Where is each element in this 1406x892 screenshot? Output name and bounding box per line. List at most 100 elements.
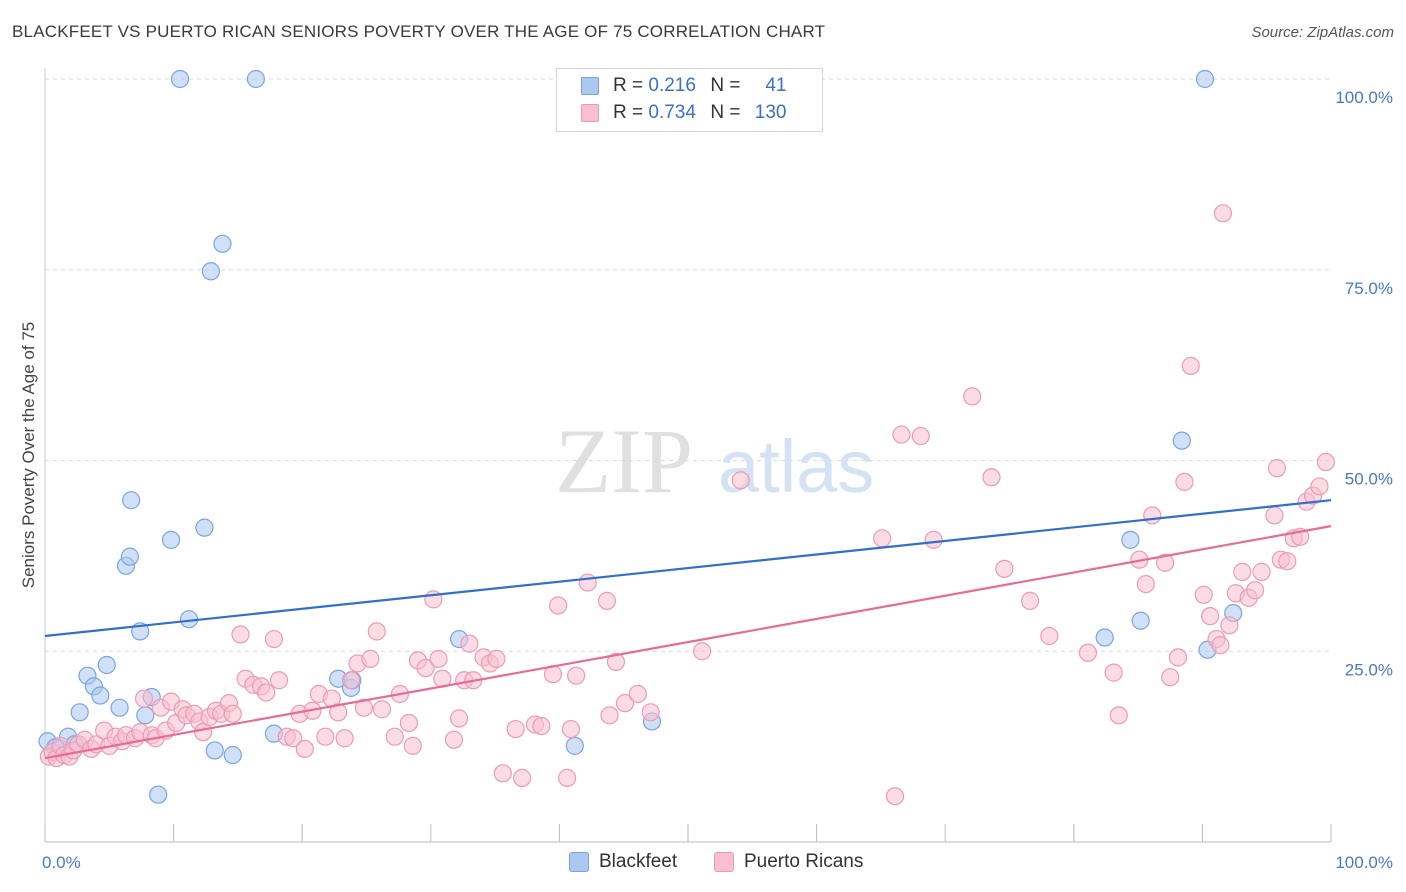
puerto-rican-point — [1211, 636, 1230, 655]
puerto-rican-point — [231, 625, 250, 644]
puerto-rican-point — [600, 706, 619, 725]
puerto-rican-point — [257, 683, 276, 702]
puerto-rican-point — [444, 730, 464, 749]
puerto-rican-point — [1175, 472, 1194, 491]
blackfeet-point — [120, 547, 139, 566]
source-label: Source: ZipAtlas.com — [1251, 24, 1394, 41]
puerto-rican-point — [449, 709, 469, 728]
puerto-rican-point — [892, 425, 911, 444]
puerto-rican-point — [641, 703, 660, 722]
puerto-rican-point — [341, 671, 361, 690]
puerto-rican-point — [385, 727, 404, 746]
puerto-rican-point — [223, 704, 242, 723]
puerto-rican-point — [487, 649, 506, 668]
puerto-rican-point — [1267, 459, 1287, 478]
puerto-rican-point — [1040, 626, 1059, 646]
y-tick-label: 100.0% — [1335, 88, 1393, 107]
y-tick-label: 75.0% — [1345, 279, 1393, 298]
blackfeet-point — [91, 686, 110, 705]
puerto-rican-point — [561, 719, 581, 739]
puerto-rican-point — [1020, 591, 1040, 610]
legend-label-puerto-ricans: Puerto Ricans — [744, 851, 864, 872]
puerto-rican-point — [1168, 648, 1188, 667]
puerto-rican-point — [1104, 663, 1123, 682]
legend-r-value: 0.216 — [648, 75, 696, 96]
blackfeet-point — [565, 736, 584, 755]
blackfeet-point — [122, 491, 141, 510]
puerto-rican-point — [372, 700, 392, 719]
blackfeet-point — [195, 518, 214, 537]
puerto-rican-point — [1246, 581, 1265, 600]
puerto-rican-point — [1143, 506, 1162, 525]
puerto-rican-point — [335, 729, 354, 748]
puerto-rican-point — [615, 694, 635, 713]
axes — [44, 68, 1332, 843]
legend-item-puerto-ricans[interactable]: Puerto Ricans — [714, 851, 863, 873]
puerto-rican-point — [513, 768, 532, 788]
legend-swatch-blackfeet — [569, 852, 589, 872]
blackfeet-point — [1131, 611, 1150, 630]
puerto-rican-point — [1265, 506, 1284, 525]
y-tick-label: 50.0% — [1345, 470, 1393, 489]
blackfeet-point — [170, 69, 190, 89]
puerto-rican-point — [403, 736, 422, 755]
puerto-rican-point — [1181, 356, 1200, 375]
puerto-rican-point — [532, 716, 551, 736]
blackfeet-point — [223, 745, 242, 765]
puerto-rican-point — [1109, 706, 1128, 725]
puerto-rican-point — [1233, 562, 1252, 581]
puerto-rican-point — [194, 723, 213, 742]
legend-n-value: 41 — [765, 75, 787, 96]
legend-row-puerto-ricans: R = 0.734 N = 130 — [581, 102, 787, 124]
puerto-rican-point — [578, 573, 597, 592]
puerto-rican-point — [567, 666, 586, 685]
puerto-rican-point — [1278, 552, 1297, 571]
blackfeet-point — [246, 69, 266, 89]
puerto-rican-point — [911, 426, 930, 446]
puerto-rican-point — [982, 468, 1001, 487]
legend-item-blackfeet[interactable]: Blackfeet — [569, 851, 677, 873]
blackfeet-point — [201, 262, 220, 281]
puerto-rican-point — [1136, 575, 1155, 594]
puerto-rican-point — [628, 684, 647, 704]
puerto-rican-point — [416, 658, 435, 678]
puerto-rican-point — [284, 729, 303, 748]
puerto-rican-point — [549, 596, 568, 615]
blackfeet-point — [205, 741, 224, 760]
puerto-rican-point — [1316, 452, 1335, 472]
blackfeet-point — [136, 706, 155, 725]
legend-r-label: R = — [613, 75, 644, 96]
puerto-rican-point — [693, 642, 712, 661]
puerto-rican-points — [39, 204, 1335, 806]
puerto-rican-point — [1310, 477, 1329, 496]
puerto-rican-point — [606, 652, 626, 672]
puerto-rican-point — [873, 529, 892, 548]
puerto-rican-point — [134, 689, 154, 708]
legend-r-value: 0.734 — [648, 102, 696, 123]
puerto-rican-point — [995, 559, 1014, 578]
puerto-rican-point — [329, 703, 348, 722]
puerto-rican-point — [264, 629, 284, 649]
puerto-rican-point — [1201, 607, 1220, 626]
puerto-rican-point — [429, 649, 448, 668]
legend-swatch-puerto-ricans — [714, 852, 734, 872]
blackfeet-point — [1172, 431, 1191, 450]
puerto-rican-point — [1194, 585, 1213, 604]
puerto-rican-point — [316, 727, 335, 746]
legend-n-value: 130 — [754, 102, 787, 123]
puerto-rican-point — [1156, 553, 1175, 572]
puerto-rican-point — [295, 739, 314, 759]
puerto-rican-point — [361, 649, 380, 668]
puerto-rican-point — [460, 634, 479, 653]
puerto-rican-trend-line — [44, 525, 1332, 760]
watermark: ZIP atlas — [555, 410, 874, 512]
puerto-rican-point — [269, 671, 289, 690]
watermark-atlas: atlas — [718, 425, 874, 508]
blackfeet-point — [1195, 69, 1215, 89]
puerto-rican-point — [1161, 668, 1180, 687]
trend-lines — [44, 499, 1332, 760]
legend-n-label: N = — [710, 75, 741, 96]
legend-n-label: N = — [710, 102, 741, 123]
puerto-rican-point — [963, 387, 982, 406]
